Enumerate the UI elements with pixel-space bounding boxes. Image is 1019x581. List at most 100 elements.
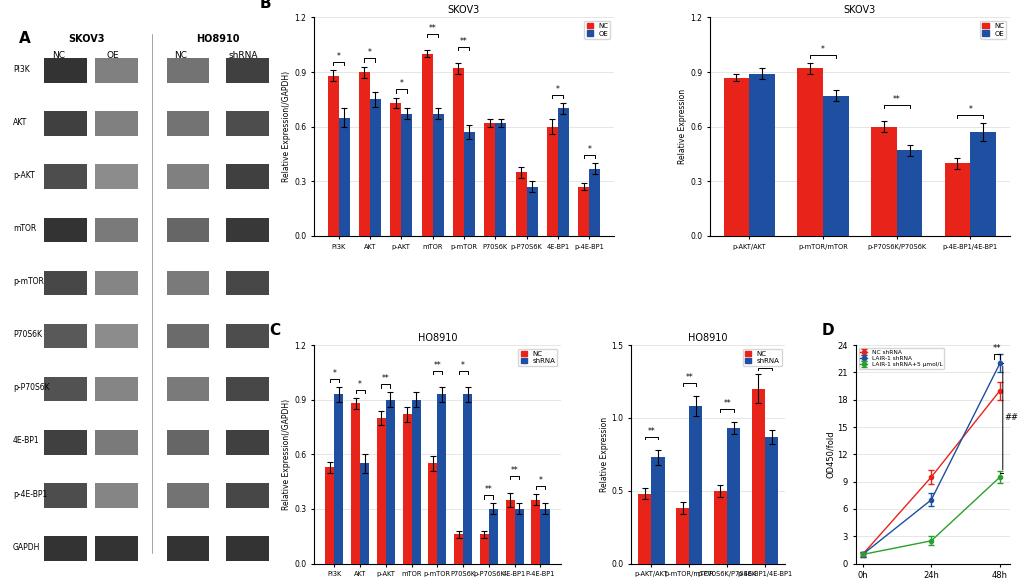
Bar	[495, 123, 505, 236]
Bar	[166, 271, 209, 295]
Bar	[764, 437, 777, 564]
Y-axis label: Relative Expression: Relative Expression	[678, 89, 687, 164]
Bar	[226, 164, 269, 189]
Y-axis label: Relative Expression(/GAPDH): Relative Expression(/GAPDH)	[282, 399, 291, 510]
Bar	[226, 324, 269, 349]
Bar	[44, 536, 87, 561]
Bar	[722, 77, 749, 236]
Text: **: **	[685, 373, 693, 382]
Text: OE: OE	[106, 51, 118, 60]
Bar	[515, 509, 523, 564]
Text: **: **	[892, 95, 900, 104]
Bar	[969, 132, 996, 236]
Bar	[464, 132, 475, 236]
Text: *: *	[967, 105, 971, 114]
Text: **: **	[460, 37, 468, 46]
Bar	[44, 164, 87, 189]
Bar	[437, 394, 446, 564]
Bar	[226, 483, 269, 508]
Bar	[226, 536, 269, 561]
Bar	[166, 217, 209, 242]
Text: GAPDH: GAPDH	[13, 543, 41, 552]
Text: p-mTOR: p-mTOR	[13, 277, 44, 286]
Text: *: *	[336, 52, 340, 61]
Bar	[428, 464, 437, 564]
Text: C: C	[269, 323, 280, 338]
Bar	[325, 467, 334, 564]
Bar	[166, 377, 209, 401]
Legend: NC shRNA, LAIR-1 shRNA, LAIR-1 shRNA+5 μmol/L: NC shRNA, LAIR-1 shRNA, LAIR-1 shRNA+5 μ…	[858, 348, 944, 369]
Bar	[390, 103, 400, 236]
Bar	[944, 163, 969, 236]
Text: *: *	[587, 145, 591, 154]
Bar	[797, 69, 822, 236]
Bar	[334, 394, 343, 564]
Bar	[351, 403, 360, 564]
Text: *: *	[368, 48, 372, 58]
Text: *: *	[538, 476, 542, 485]
Bar	[452, 69, 464, 236]
Title: HO8910: HO8910	[688, 333, 728, 343]
Bar	[44, 217, 87, 242]
Text: *: *	[332, 369, 336, 378]
Bar	[44, 58, 87, 83]
Bar	[96, 324, 138, 349]
Bar	[713, 491, 727, 564]
Text: ##: ##	[1004, 414, 1017, 422]
Text: **: **	[428, 24, 436, 33]
Title: HO8910: HO8910	[417, 333, 457, 343]
Bar	[516, 172, 526, 236]
Text: *: *	[762, 358, 766, 367]
Text: *: *	[399, 80, 403, 88]
Bar	[166, 324, 209, 349]
Text: 4E-BP1: 4E-BP1	[13, 436, 40, 446]
Text: **: **	[381, 374, 389, 383]
Bar	[689, 406, 702, 564]
Text: shRNA: shRNA	[228, 51, 258, 60]
Bar	[44, 483, 87, 508]
Bar	[505, 500, 515, 564]
Bar	[432, 114, 443, 236]
Text: NC: NC	[174, 51, 187, 60]
Bar	[412, 400, 420, 564]
Y-axis label: Relative Expression(/GAPDH): Relative Expression(/GAPDH)	[282, 71, 291, 182]
Bar	[44, 430, 87, 454]
Text: **: **	[511, 467, 518, 475]
Text: *: *	[555, 85, 559, 94]
Bar	[896, 150, 921, 236]
Bar	[96, 483, 138, 508]
Text: B: B	[260, 0, 271, 10]
Legend: NC, OE: NC, OE	[979, 21, 1006, 38]
Bar	[421, 54, 432, 236]
Bar	[338, 117, 350, 236]
Bar	[359, 72, 370, 236]
Bar	[385, 400, 394, 564]
Bar	[540, 509, 549, 564]
Bar	[327, 76, 338, 236]
Title: SKOV3: SKOV3	[447, 5, 480, 15]
Bar	[226, 430, 269, 454]
Text: D: D	[821, 323, 834, 338]
Bar	[44, 271, 87, 295]
Bar	[44, 112, 87, 136]
Bar	[463, 394, 472, 564]
Y-axis label: OD450/fold: OD450/fold	[824, 431, 834, 478]
Text: P70S6K: P70S6K	[13, 330, 42, 339]
Bar	[400, 114, 412, 236]
Bar	[96, 217, 138, 242]
Text: **: **	[991, 345, 1001, 353]
Text: *: *	[461, 361, 465, 370]
Bar	[453, 535, 463, 564]
Text: **: **	[647, 427, 654, 436]
Legend: NC, shRNA: NC, shRNA	[742, 349, 781, 366]
Bar	[749, 74, 774, 236]
Bar	[226, 217, 269, 242]
Bar	[96, 112, 138, 136]
Bar	[531, 500, 540, 564]
Bar	[226, 58, 269, 83]
Text: PI3K: PI3K	[13, 65, 30, 74]
Bar	[96, 377, 138, 401]
Bar	[44, 324, 87, 349]
Text: p-AKT: p-AKT	[13, 171, 35, 180]
Text: **: **	[722, 400, 731, 408]
